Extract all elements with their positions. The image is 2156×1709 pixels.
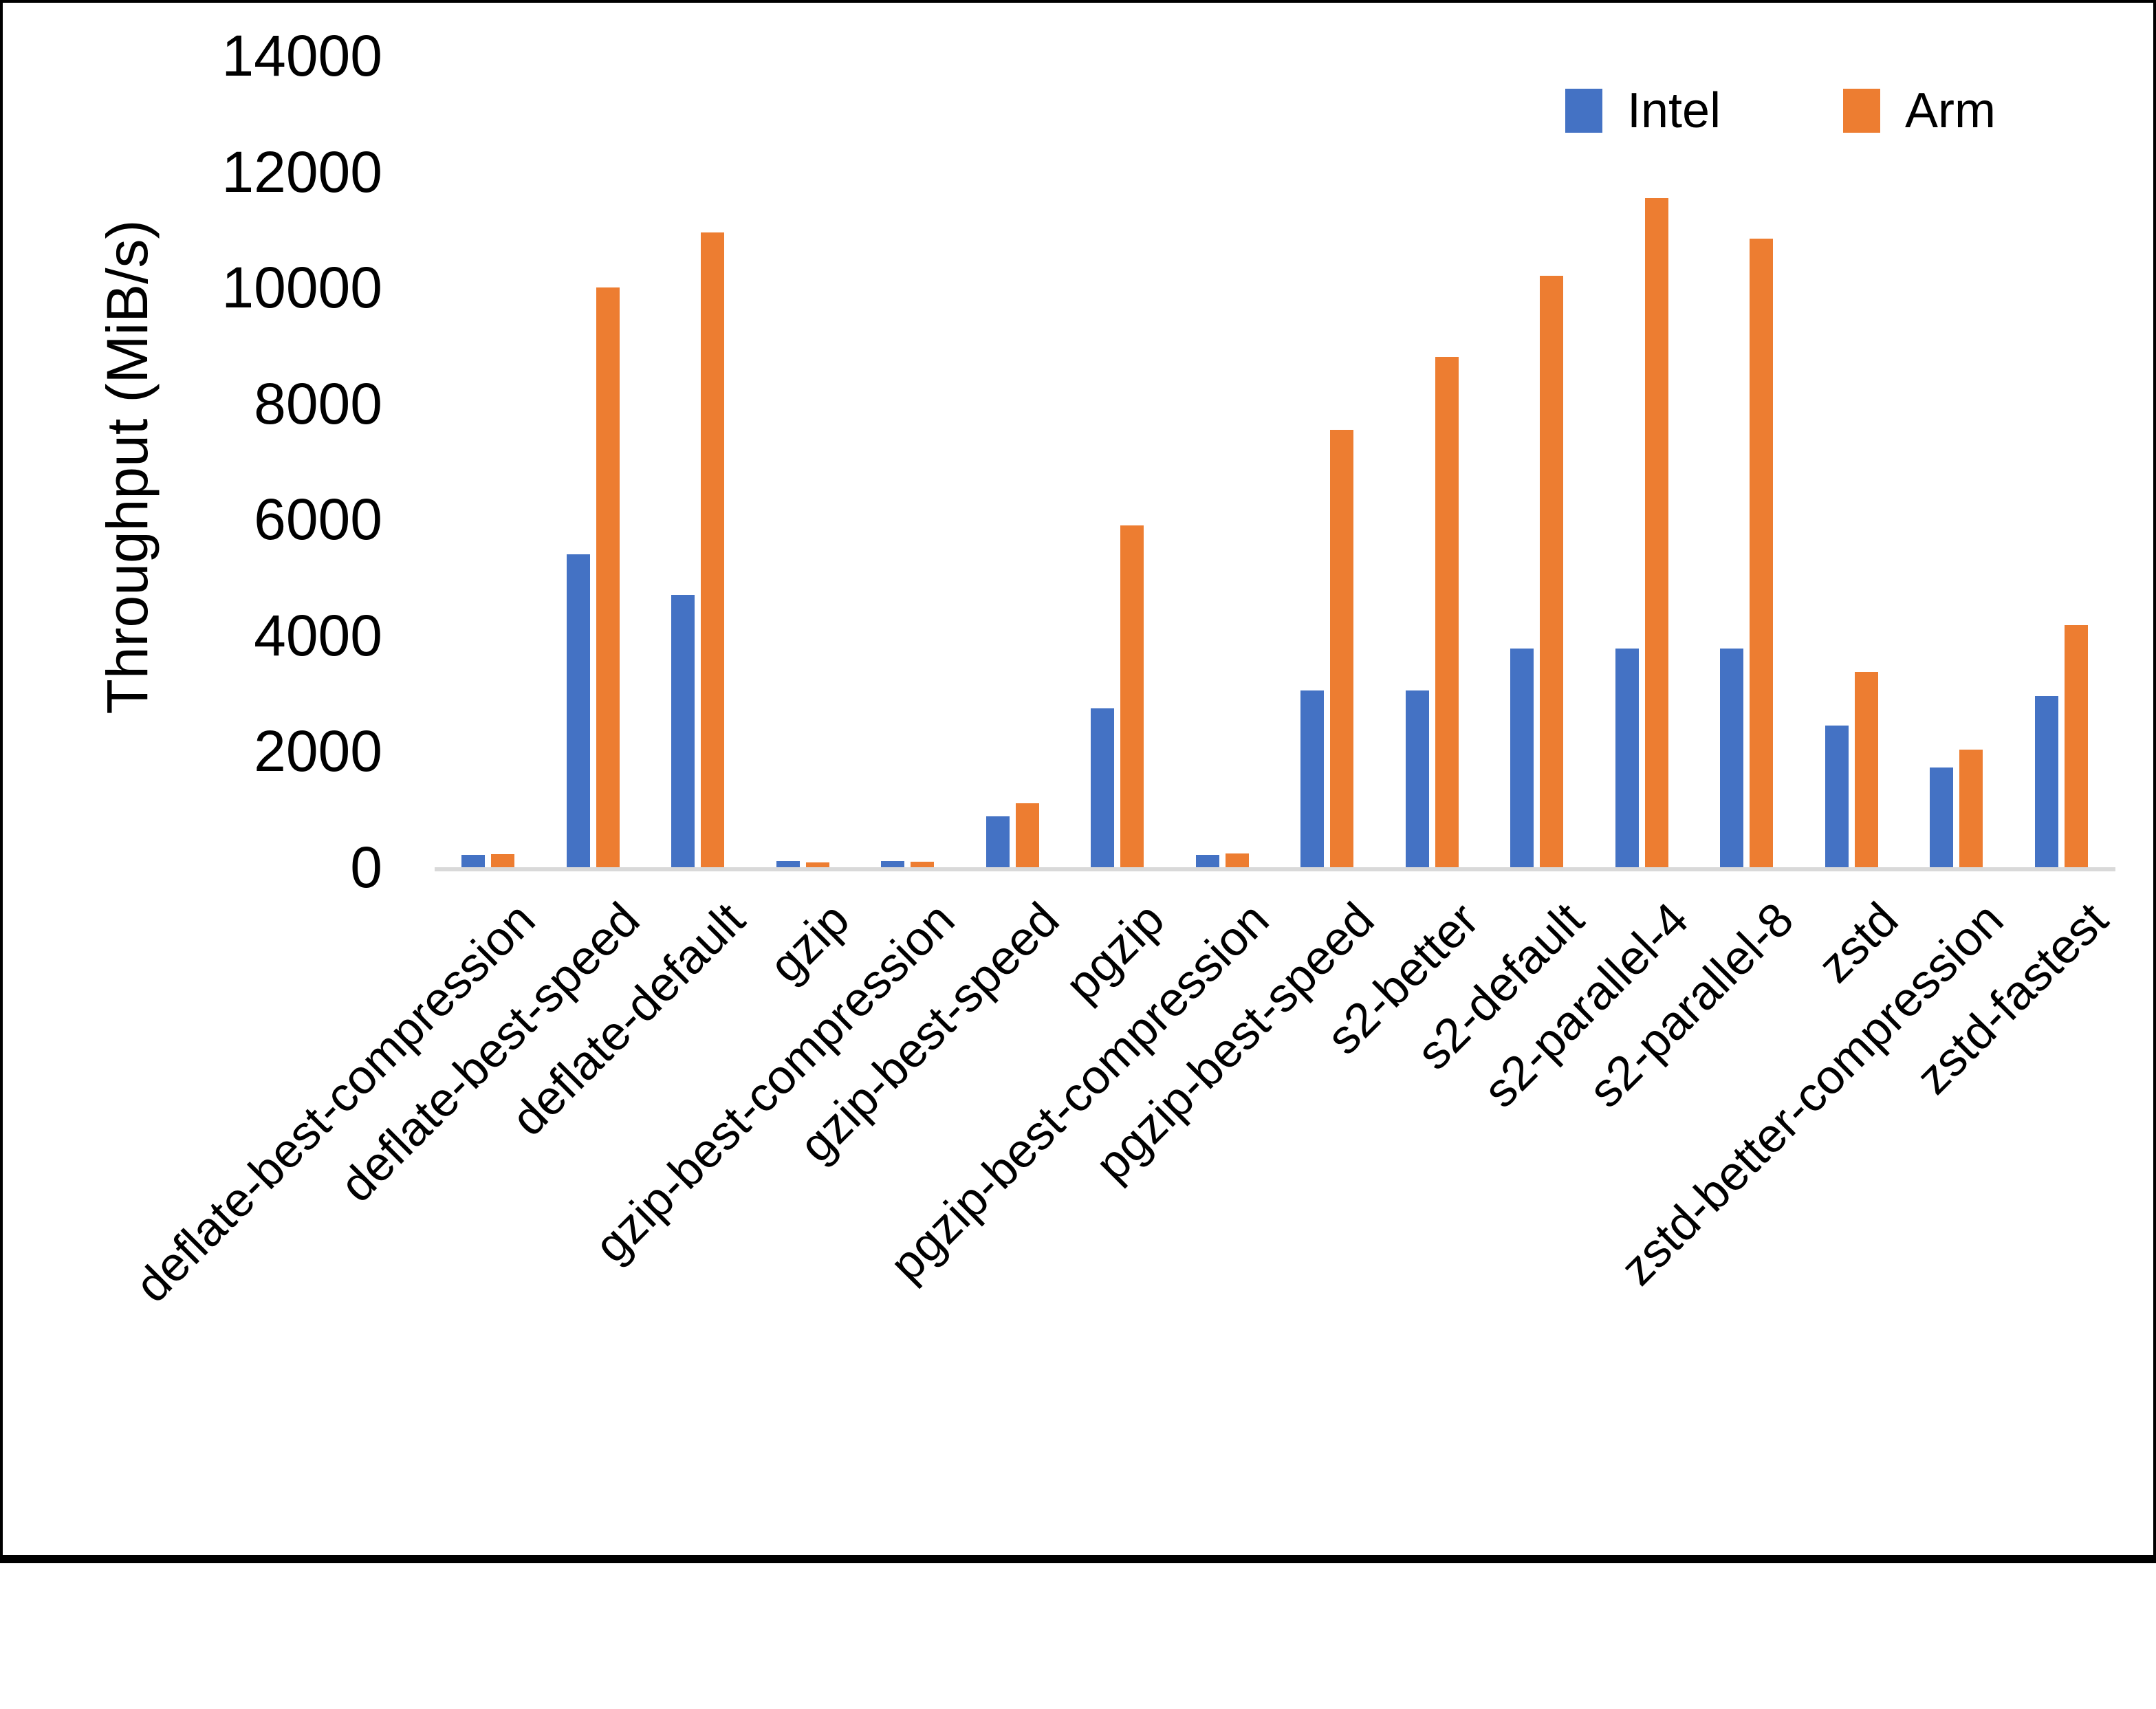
bar-intel-zstd: [1825, 726, 1849, 867]
bar-arm-s2-parallel-8: [1750, 238, 1773, 867]
bar-arm-s2-parallel-4: [1644, 197, 1668, 867]
bar-intel-zstd-better-compression: [1930, 768, 1953, 867]
bar-intel-zstd-fastest: [2034, 696, 2058, 867]
legend-item-arm: Arm: [1843, 80, 1996, 142]
bar-intel-s2-parallel-4: [1615, 649, 1639, 867]
bar-arm-gzip-best-compression: [911, 862, 934, 867]
bar-arm-s2-default: [1540, 276, 1563, 867]
bar-intel-gzip-best-compression: [881, 861, 904, 867]
y-tick-label-6000: 6000: [254, 487, 382, 552]
legend-label-intel: Intel: [1627, 83, 1721, 138]
bar-arm-s2-better: [1435, 357, 1459, 867]
intel-series-swatch: [1565, 89, 1602, 133]
bar-intel-gzip: [776, 860, 800, 867]
y-tick-label-0: 0: [350, 835, 382, 900]
bar-arm-deflate-best-compression: [491, 854, 514, 867]
x-axis-line: [435, 867, 2115, 871]
y-axis-title: Throughput (MiB/s): [95, 219, 160, 715]
bar-intel-pgzip-best-compression: [1195, 854, 1219, 867]
bar-arm-pgzip-best-speed: [1330, 429, 1353, 867]
chart-frame: Throughput (MiB/s) 0 2000 4000 6000 8000 1000…: [0, 0, 2156, 1563]
y-tick-label-12000: 12000: [221, 139, 382, 204]
arm-series-swatch: [1843, 89, 1880, 133]
bar-arm-gzip: [805, 862, 829, 867]
legend-label-arm: Arm: [1905, 83, 1996, 138]
y-tick-label-8000: 8000: [254, 371, 382, 436]
bar-arm-zstd: [1854, 671, 1878, 867]
bar-arm-zstd-fastest: [2064, 624, 2088, 867]
bar-intel-deflate-default: [671, 594, 695, 867]
bar-arm-zstd-better-compression: [1959, 749, 1983, 867]
legend-item-intel: Intel: [1565, 80, 1721, 142]
y-tick-label-4000: 4000: [254, 602, 382, 668]
bar-arm-pgzip-best-compression: [1225, 853, 1249, 867]
y-tick-label-14000: 14000: [221, 23, 382, 88]
bar-intel-s2-better: [1405, 690, 1429, 867]
bar-intel-s2-default: [1510, 649, 1534, 867]
bar-arm-pgzip: [1120, 525, 1144, 867]
bar-intel-s2-parallel-8: [1720, 649, 1743, 867]
bar-intel-deflate-best-speed: [566, 554, 590, 867]
legend: Intel Arm: [3, 80, 2156, 142]
bar-intel-pgzip: [1091, 708, 1114, 867]
bar-intel-gzip-best-speed: [986, 816, 1010, 867]
bar-arm-gzip-best-speed: [1015, 803, 1039, 867]
y-tick-label-10000: 10000: [221, 255, 382, 320]
bar-arm-deflate-best-speed: [596, 287, 620, 867]
bar-intel-pgzip-best-speed: [1300, 690, 1324, 867]
bar-arm-deflate-default: [701, 232, 724, 867]
bar-intel-deflate-best-compression: [461, 854, 485, 867]
y-tick-label-2000: 2000: [254, 719, 382, 784]
